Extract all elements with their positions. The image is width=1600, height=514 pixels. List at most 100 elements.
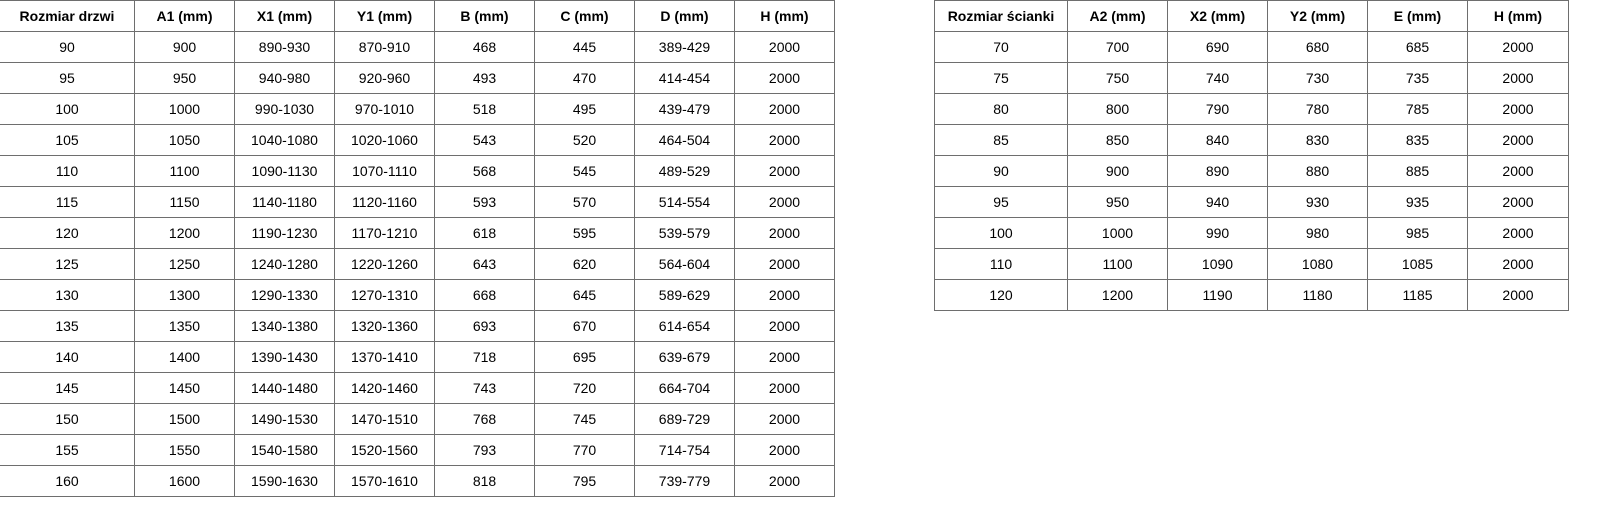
door-size-table: Rozmiar drzwi A1 (mm) X1 (mm) Y1 (mm) B (mm)… xyxy=(0,0,835,497)
table-cell: 2000 xyxy=(734,62,835,94)
table-cell: 680 xyxy=(1267,31,1368,63)
table-cell: 2000 xyxy=(1467,186,1569,218)
table-cell: 495 xyxy=(534,93,635,125)
table-cell: 593 xyxy=(434,186,535,218)
table-row: 110 1100 1090-1130 1070-1110 568 545 489-529 20… xyxy=(0,155,835,187)
table-cell: 125 xyxy=(0,248,135,280)
table-row: 90 900 890 880 885 2000 xyxy=(934,155,1569,187)
table-cell: 2000 xyxy=(734,279,835,311)
table-cell: 2000 xyxy=(1467,62,1569,94)
table-cell: 990-1030 xyxy=(234,93,335,125)
table-cell: 1040-1080 xyxy=(234,124,335,156)
column-header: Y1 (mm) xyxy=(334,0,435,32)
table-cell: 1300 xyxy=(134,279,235,311)
table-cell: 664-704 xyxy=(634,372,735,404)
table-cell: 618 xyxy=(434,217,535,249)
table-cell: 1050 xyxy=(134,124,235,156)
table-cell: 1420-1460 xyxy=(334,372,435,404)
table-cell: 1090 xyxy=(1167,248,1268,280)
table-cell: 130 xyxy=(0,279,135,311)
table-cell: 2000 xyxy=(734,186,835,218)
table-cell: 935 xyxy=(1367,186,1468,218)
table-row: 95 950 940-980 920-960 493 470 414-454 2000 xyxy=(0,62,835,94)
table-cell: 840 xyxy=(1167,124,1268,156)
table-cell: 835 xyxy=(1367,124,1468,156)
table-cell: 695 xyxy=(534,341,635,373)
table-row: 145 1450 1440-1480 1420-1460 743 720 664-704 20… xyxy=(0,372,835,404)
table-cell: 70 xyxy=(934,31,1068,63)
table-cell: 770 xyxy=(534,434,635,466)
table-cell: 743 xyxy=(434,372,535,404)
table-cell: 1000 xyxy=(134,93,235,125)
table-row: 155 1550 1540-1580 1520-1560 793 770 714-754 20… xyxy=(0,434,835,466)
column-header: X2 (mm) xyxy=(1167,0,1268,32)
table-cell: 135 xyxy=(0,310,135,342)
table-cell: 1200 xyxy=(134,217,235,249)
table-cell: 2000 xyxy=(734,155,835,187)
column-header: E (mm) xyxy=(1367,0,1468,32)
table-cell: 414-454 xyxy=(634,62,735,94)
table-row: 100 1000 990 980 985 2000 xyxy=(934,217,1569,249)
table-cell: 1085 xyxy=(1367,248,1468,280)
table-cell: 120 xyxy=(0,217,135,249)
table-cell: 1570-1610 xyxy=(334,465,435,497)
table-row: 90 900 890-930 870-910 468 445 389-429 2000 xyxy=(0,31,835,63)
table-cell: 1450 xyxy=(134,372,235,404)
table-cell: 1190-1230 xyxy=(234,217,335,249)
table-cell: 830 xyxy=(1267,124,1368,156)
table-cell: 140 xyxy=(0,341,135,373)
table-cell: 470 xyxy=(534,62,635,94)
table-cell: 930 xyxy=(1267,186,1368,218)
table-cell: 514-554 xyxy=(634,186,735,218)
table-cell: 489-529 xyxy=(634,155,735,187)
table-cell: 1070-1110 xyxy=(334,155,435,187)
column-header: Rozmiar drzwi xyxy=(0,0,135,32)
table-cell: 693 xyxy=(434,310,535,342)
table-cell: 1000 xyxy=(1067,217,1168,249)
table-cell: 464-504 xyxy=(634,124,735,156)
wall-table-body: 70 700 690 680 685 2000 75 750 740 730 735 2000 80 80… xyxy=(934,31,1569,311)
table-row: 80 800 790 780 785 2000 xyxy=(934,93,1569,125)
table-cell: 1240-1280 xyxy=(234,248,335,280)
table-cell: 1520-1560 xyxy=(334,434,435,466)
table-cell: 1170-1210 xyxy=(334,217,435,249)
table-cell: 985 xyxy=(1367,217,1468,249)
table-cell: 1185 xyxy=(1367,279,1468,311)
table-cell: 1470-1510 xyxy=(334,403,435,435)
table-cell: 620 xyxy=(534,248,635,280)
table-cell: 795 xyxy=(534,465,635,497)
table-cell: 780 xyxy=(1267,93,1368,125)
table-row: 125 1250 1240-1280 1220-1260 643 620 564-604 20… xyxy=(0,248,835,280)
table-cell: 668 xyxy=(434,279,535,311)
table-cell: 2000 xyxy=(1467,93,1569,125)
table-row: 160 1600 1590-1630 1570-1610 818 795 739-779 20… xyxy=(0,465,835,497)
table-cell: 539-579 xyxy=(634,217,735,249)
table-cell: 2000 xyxy=(1467,31,1569,63)
table-cell: 1320-1360 xyxy=(334,310,435,342)
table-cell: 518 xyxy=(434,93,535,125)
table-cell: 110 xyxy=(0,155,135,187)
table-cell: 818 xyxy=(434,465,535,497)
table-cell: 90 xyxy=(0,31,135,63)
table-cell: 1090-1130 xyxy=(234,155,335,187)
table-cell: 940-980 xyxy=(234,62,335,94)
table-cell: 155 xyxy=(0,434,135,466)
table-cell: 115 xyxy=(0,186,135,218)
table-cell: 850 xyxy=(1067,124,1168,156)
table-cell: 880 xyxy=(1267,155,1368,187)
table-cell: 90 xyxy=(934,155,1068,187)
table-cell: 718 xyxy=(434,341,535,373)
table-cell: 1390-1430 xyxy=(234,341,335,373)
table-cell: 100 xyxy=(0,93,135,125)
table-cell: 595 xyxy=(534,217,635,249)
table-cell: 890 xyxy=(1167,155,1268,187)
table-cell: 520 xyxy=(534,124,635,156)
table-cell: 2000 xyxy=(734,124,835,156)
table-cell: 1220-1260 xyxy=(334,248,435,280)
table-cell: 900 xyxy=(1067,155,1168,187)
table-cell: 1140-1180 xyxy=(234,186,335,218)
column-header: Rozmiar ścianki xyxy=(934,0,1068,32)
table-cell: 1100 xyxy=(1067,248,1168,280)
column-header: Y2 (mm) xyxy=(1267,0,1368,32)
table-row: 120 1200 1190 1180 1185 2000 xyxy=(934,279,1569,311)
